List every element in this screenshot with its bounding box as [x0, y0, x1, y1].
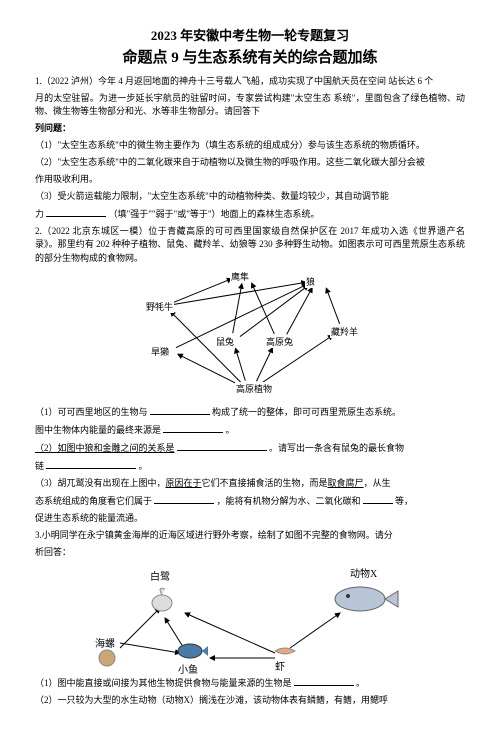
node-n_yingyu: 鹰隼: [230, 270, 250, 283]
animalx-icon: [330, 581, 400, 616]
q2-p1: （1）可可西里地区的生物与 构成了统一的整体，即可可西里荒原生态系统。: [35, 405, 465, 419]
node-n_lang: 狼: [305, 275, 316, 288]
q1-p2: （2）"太空生态系统"中的二氧化碳来自于动植物以及微生物的呼吸作用。这些二氧化碳…: [35, 156, 465, 169]
q1-p3-line2: 力 （填"强于""弱于"或"等于"）地面上的森林生态系统。: [35, 207, 465, 221]
q2-p2-b: 。请写出一条含有鼠兔的最长食物: [269, 443, 404, 453]
document-page: 2023 年安徽中考生物一轮专题复习 命题点 9 与生态系统有关的综合题加练 1…: [0, 0, 500, 736]
node-n_zanggling: 藏羚羊: [330, 325, 359, 338]
blank-q2-1a: [150, 405, 210, 415]
node-n_shutu: 鼠兔: [215, 335, 235, 348]
marine-diagram: 白鹭 海螺 小鱼 虾 动物X: [60, 563, 440, 673]
blank-q3-1: [294, 676, 354, 686]
q2-p2-d: 。: [139, 461, 148, 471]
node-n_zhiniu: 野牦牛: [145, 300, 174, 313]
q3-p1: （1）图中能直接或间接为其他生物提供食物与能量来源的生物是 。: [35, 676, 465, 690]
shrimp-icon: [270, 643, 300, 658]
q3-intro-b: 析回答：: [35, 546, 465, 559]
q1-p2-a: （2）"太空生态系统"中的二氧化碳来自于动植物以及微生物的呼吸作用。这些二氧化碳…: [35, 157, 425, 167]
q3-p1-a: （1）图中能直接或间接为其他生物提供食物与能量来源的生物是: [35, 678, 292, 688]
q1-p3-a: （3）受火箭运载能力限制，"太空生态系统"中的动植物种类、数量均较少，其自动调节…: [35, 191, 389, 201]
q1-p2b-line: 作用吸收利用。: [35, 173, 465, 186]
q2-p2-c: 链: [35, 461, 44, 471]
q1-p3-c: （填"强于""弱于"或"等于"）地面上的森林生态系统。: [109, 209, 320, 219]
q1-p3: （3）受火箭运载能力限制，"太空生态系统"中的动植物种类、数量均较少，其自动调节…: [35, 190, 465, 203]
label-xiaoyu: 小鱼: [178, 661, 198, 676]
q2-p3-line3: 促进生态系统的能量流通。: [35, 512, 465, 525]
q2-p2: （2）如图中狼和金雕之间的关系是 。请写出一条含有鼠兔的最长食物: [35, 441, 465, 455]
blank-q2-1b: [163, 423, 223, 433]
node-n_gaoyuantu: 高原兔: [265, 335, 294, 348]
blank-q1-3: [46, 207, 106, 217]
q2-p2-line2: 链 。: [35, 459, 465, 473]
q2-p2-a: （2）如图中狼和金雕之间的关系是: [35, 443, 175, 453]
q3-p1-b: 。: [356, 678, 365, 688]
q2-p1-d: 。: [226, 425, 235, 435]
q1-cont: 月的太空驻留。为进一步延长宇航员的驻留时间，专家尝试构建"太空生态 系统"，里面…: [35, 92, 465, 118]
q1-p3-b: 力: [35, 209, 44, 219]
q1-p2-b: 作用吸收利用。: [35, 174, 98, 184]
q2-p3-line2: 态系统组成的角度看它们属于 ，能将有机物分解为水、二氧化碳和 等，: [35, 494, 465, 508]
main-title: 2023 年安徽中考生物一轮专题复习: [35, 25, 465, 44]
label-xia: 虾: [275, 658, 285, 673]
blank-q2-2a: [177, 441, 267, 451]
blank-q2-3b: [363, 494, 393, 504]
node-n_zhanmu: 旱獭: [150, 345, 170, 358]
blank-q2-2b: [46, 459, 136, 469]
q2-intro: 2.（2022 北京东城区一模）位于青藏高原的可可西里国家级自然保护区在 201…: [35, 225, 465, 264]
q2-p3-a: （3）胡兀鹫没有出现在上图中，原因在于它们不直接捕食活的生物，而是取食腐尸，从生: [35, 478, 391, 488]
sub-title: 命题点 9 与生态系统有关的综合题加练: [35, 46, 465, 67]
fish-icon: [175, 641, 210, 661]
q2-p3: （3）胡兀鹫没有出现在上图中，原因在于它们不直接捕食活的生物，而是取食腐尸，从生: [35, 477, 465, 490]
q2-p3-b: 态系统组成的角度看它们属于: [35, 496, 152, 506]
blank-q2-3a: [154, 494, 214, 504]
q2-p3-d: 等，: [395, 496, 413, 506]
q2-p1-c: 图中生物体内能量的最终来源是: [35, 425, 161, 435]
q1-p1: （1）"太空生态系统"中的微生物主要作为（填生态系统的组成成分）参与该生态系统的…: [35, 139, 465, 152]
q3-p2: （2）一只较为大型的水生动物（动物X）搁浅在沙滩，该动物体表有鳞鳍，有鳍，用鳃呼: [35, 694, 465, 707]
q2-p3-c: ，能将有机物分解为水、二氧化碳和: [217, 496, 361, 506]
q1-head: 列问题：: [35, 122, 465, 135]
q2-p1-b: 构成了统一的整体，即可可西里荒原生态系统。: [212, 407, 401, 417]
q1-intro: 1.（2022 泸州）今年 4 月返回地面的神舟十三号载人飞船，成功实现了中国航…: [35, 75, 465, 88]
snail-icon: [95, 648, 120, 668]
q2-p1-a: （1）可可西里地区的生物与: [35, 407, 148, 417]
label-dongwux: 动物X: [350, 565, 377, 580]
egret-icon: [145, 581, 180, 616]
q3-intro: 3.小明同学在永宁镇黄金海岸的近海区域进行野外考察，绘制了如图不完整的食物网。请…: [35, 529, 465, 542]
food-web-diagram: 鹰隼 狼野牦牛旱獭 鼠兔 高原兔 藏羚羊高原植物: [110, 270, 390, 400]
node-n_plant: 高原植物: [235, 382, 273, 395]
q2-p1-line2: 图中生物体内能量的最终来源是 。: [35, 423, 465, 437]
